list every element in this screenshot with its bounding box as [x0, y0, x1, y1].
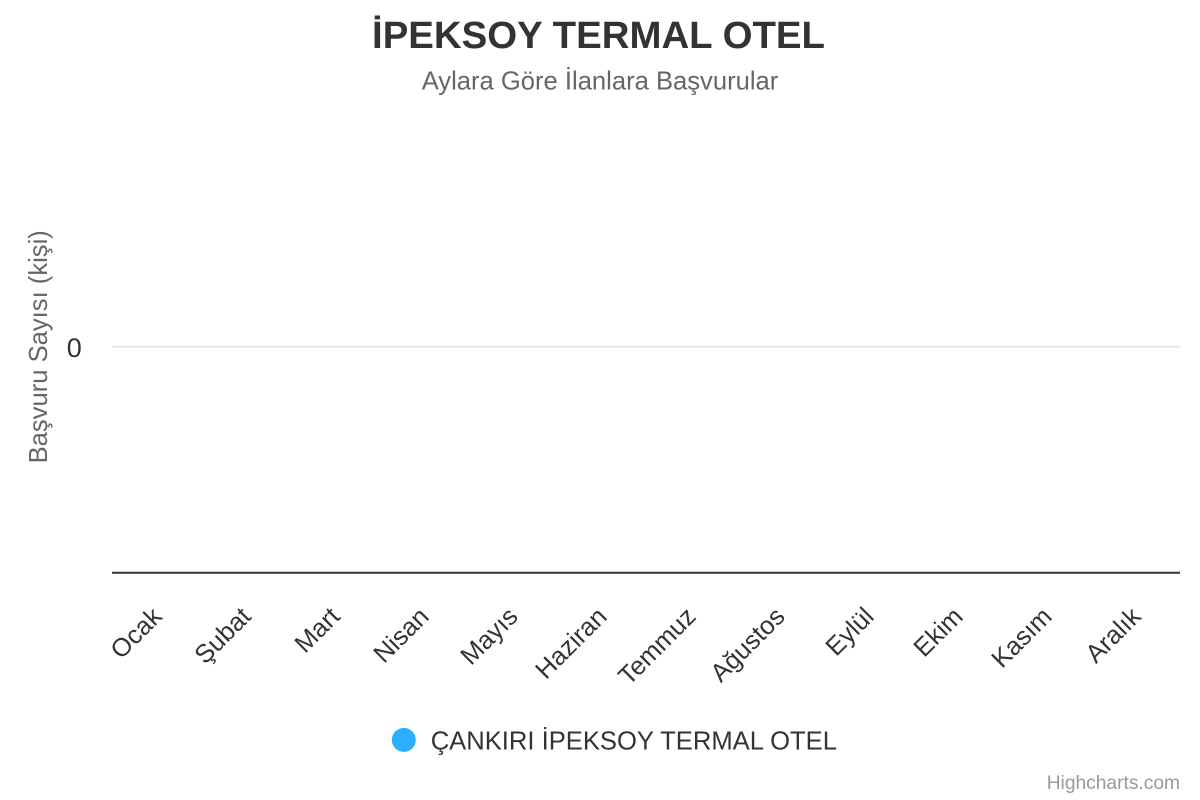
svg-text:Başvuru Sayısı (kişi): Başvuru Sayısı (kişi) [25, 230, 53, 463]
svg-text:İPEKSOY TERMAL OTEL: İPEKSOY TERMAL OTEL [372, 14, 825, 57]
svg-text:Aylara Göre İlanlara Başvurula: Aylara Göre İlanlara Başvurular [422, 67, 779, 96]
svg-text:0: 0 [67, 333, 82, 363]
svg-text:Highcharts.com: Highcharts.com [1047, 773, 1180, 794]
svg-text:ÇANKIRI İPEKSOY TERMAL OTEL: ÇANKIRI İPEKSOY TERMAL OTEL [431, 727, 837, 756]
